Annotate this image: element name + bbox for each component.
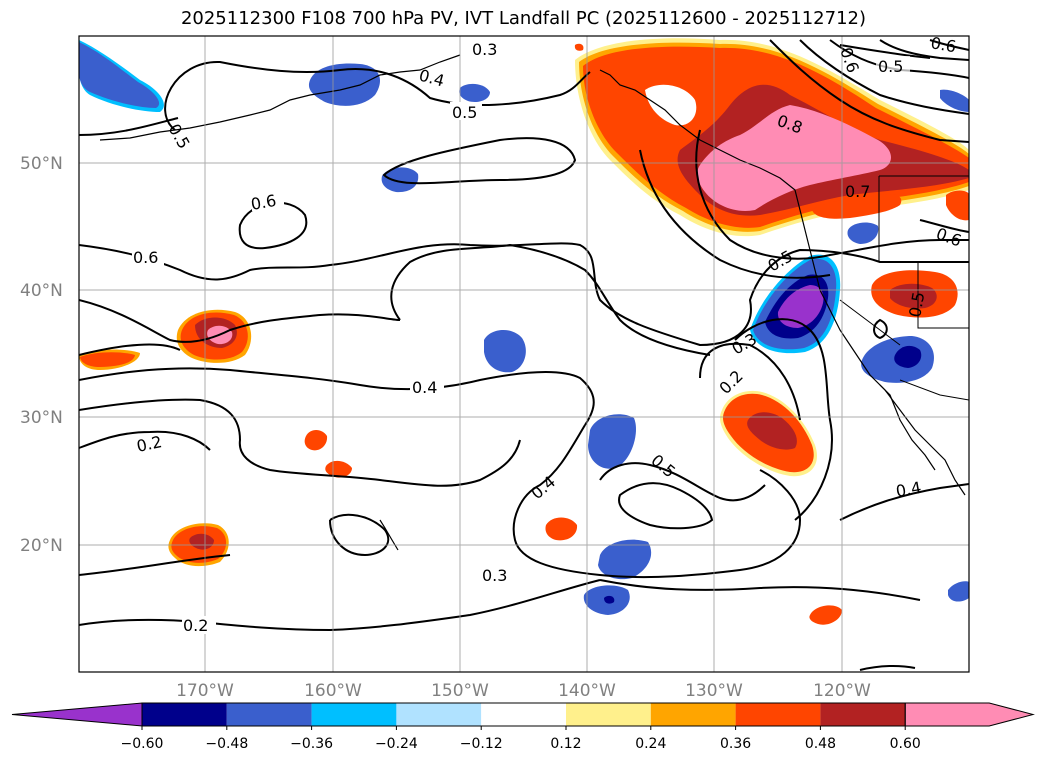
colorbar-tick-label: −0.48 bbox=[205, 736, 248, 752]
colorbar-tick-label: 0.24 bbox=[635, 736, 666, 752]
coastlines bbox=[99, 54, 969, 551]
colorbar-under-extension bbox=[11, 702, 143, 727]
lat-label: 20°N bbox=[20, 536, 63, 556]
colorbar-outline bbox=[141, 702, 906, 727]
contour-label: 0.6 bbox=[929, 33, 957, 56]
positive-anomaly-small bbox=[79, 43, 969, 625]
colorbar-segment bbox=[820, 703, 906, 726]
colorbar: −0.60 −0.48 −0.36 −0.24 −0.12 0.12 0.24 0.36 0.4… bbox=[11, 702, 1035, 752]
gridlines bbox=[79, 36, 969, 672]
latitude-labels: 50°N 40°N 30°N 20°N bbox=[20, 154, 63, 556]
lon-label: 130°W bbox=[685, 681, 743, 701]
contour-label: 0.4 bbox=[412, 378, 437, 397]
positive-anomaly-northeast bbox=[575, 38, 969, 237]
colorbar-tick-label: −0.36 bbox=[290, 736, 333, 752]
contour-label: 0.4 bbox=[894, 478, 922, 501]
pv-contours bbox=[79, 39, 969, 671]
lat-label: 50°N bbox=[20, 154, 63, 174]
negative-anomaly-southwest bbox=[861, 336, 934, 383]
colorbar-segment bbox=[396, 703, 482, 726]
contour-label: 0.2 bbox=[183, 616, 208, 635]
contour-label: 0.5 bbox=[905, 290, 928, 318]
contour-label: 0.5 bbox=[878, 57, 903, 76]
colorbar-segment bbox=[650, 703, 736, 726]
colorbar-tick-label: −0.60 bbox=[121, 736, 164, 752]
contour-label: 0.3 bbox=[472, 40, 497, 59]
colorbar-tick-label: 0.60 bbox=[890, 736, 921, 752]
lon-label: 140°W bbox=[558, 681, 616, 701]
contour-label: 0.7 bbox=[845, 182, 870, 201]
colorbar-segment bbox=[735, 703, 821, 726]
colorbar-tick-label: 0.36 bbox=[720, 736, 751, 752]
lat-label: 40°N bbox=[20, 281, 63, 301]
colorbar-tick-label: 0.12 bbox=[550, 736, 581, 752]
map-frame bbox=[78, 35, 970, 673]
colorbar-segment bbox=[142, 703, 227, 726]
lon-label: 150°W bbox=[431, 681, 489, 701]
lon-label: 120°W bbox=[813, 681, 871, 701]
lat-label: 30°N bbox=[20, 408, 63, 428]
colorbar-segment bbox=[481, 703, 566, 726]
lon-label: 170°W bbox=[176, 681, 234, 701]
contour-label: 0.5 bbox=[452, 103, 477, 122]
colorbar-over-extension bbox=[904, 702, 1035, 727]
colorbar-tick-label: −0.24 bbox=[375, 736, 418, 752]
contour-label: 0.2 bbox=[135, 432, 164, 456]
negative-anomaly-small bbox=[79, 40, 969, 615]
positive-anomaly-offshore bbox=[720, 390, 818, 477]
longitude-labels: 170°W 160°W 150°W 140°W 130°W 120°W bbox=[176, 681, 871, 701]
colorbar-tick-label: 0.48 bbox=[805, 736, 836, 752]
colorbar-segment bbox=[311, 703, 397, 726]
map-title: 2025112300 F108 700 hPa PV, IVT Landfall… bbox=[180, 8, 867, 29]
colorbar-segment bbox=[226, 703, 312, 726]
lon-label: 160°W bbox=[304, 681, 362, 701]
contour-label: 0.6 bbox=[133, 248, 158, 267]
colorbar-segment bbox=[566, 703, 651, 726]
contour-label: 0.6 bbox=[249, 191, 277, 214]
contour-label: 0.3 bbox=[482, 566, 507, 585]
colorbar-tick-label: −0.12 bbox=[460, 736, 503, 752]
